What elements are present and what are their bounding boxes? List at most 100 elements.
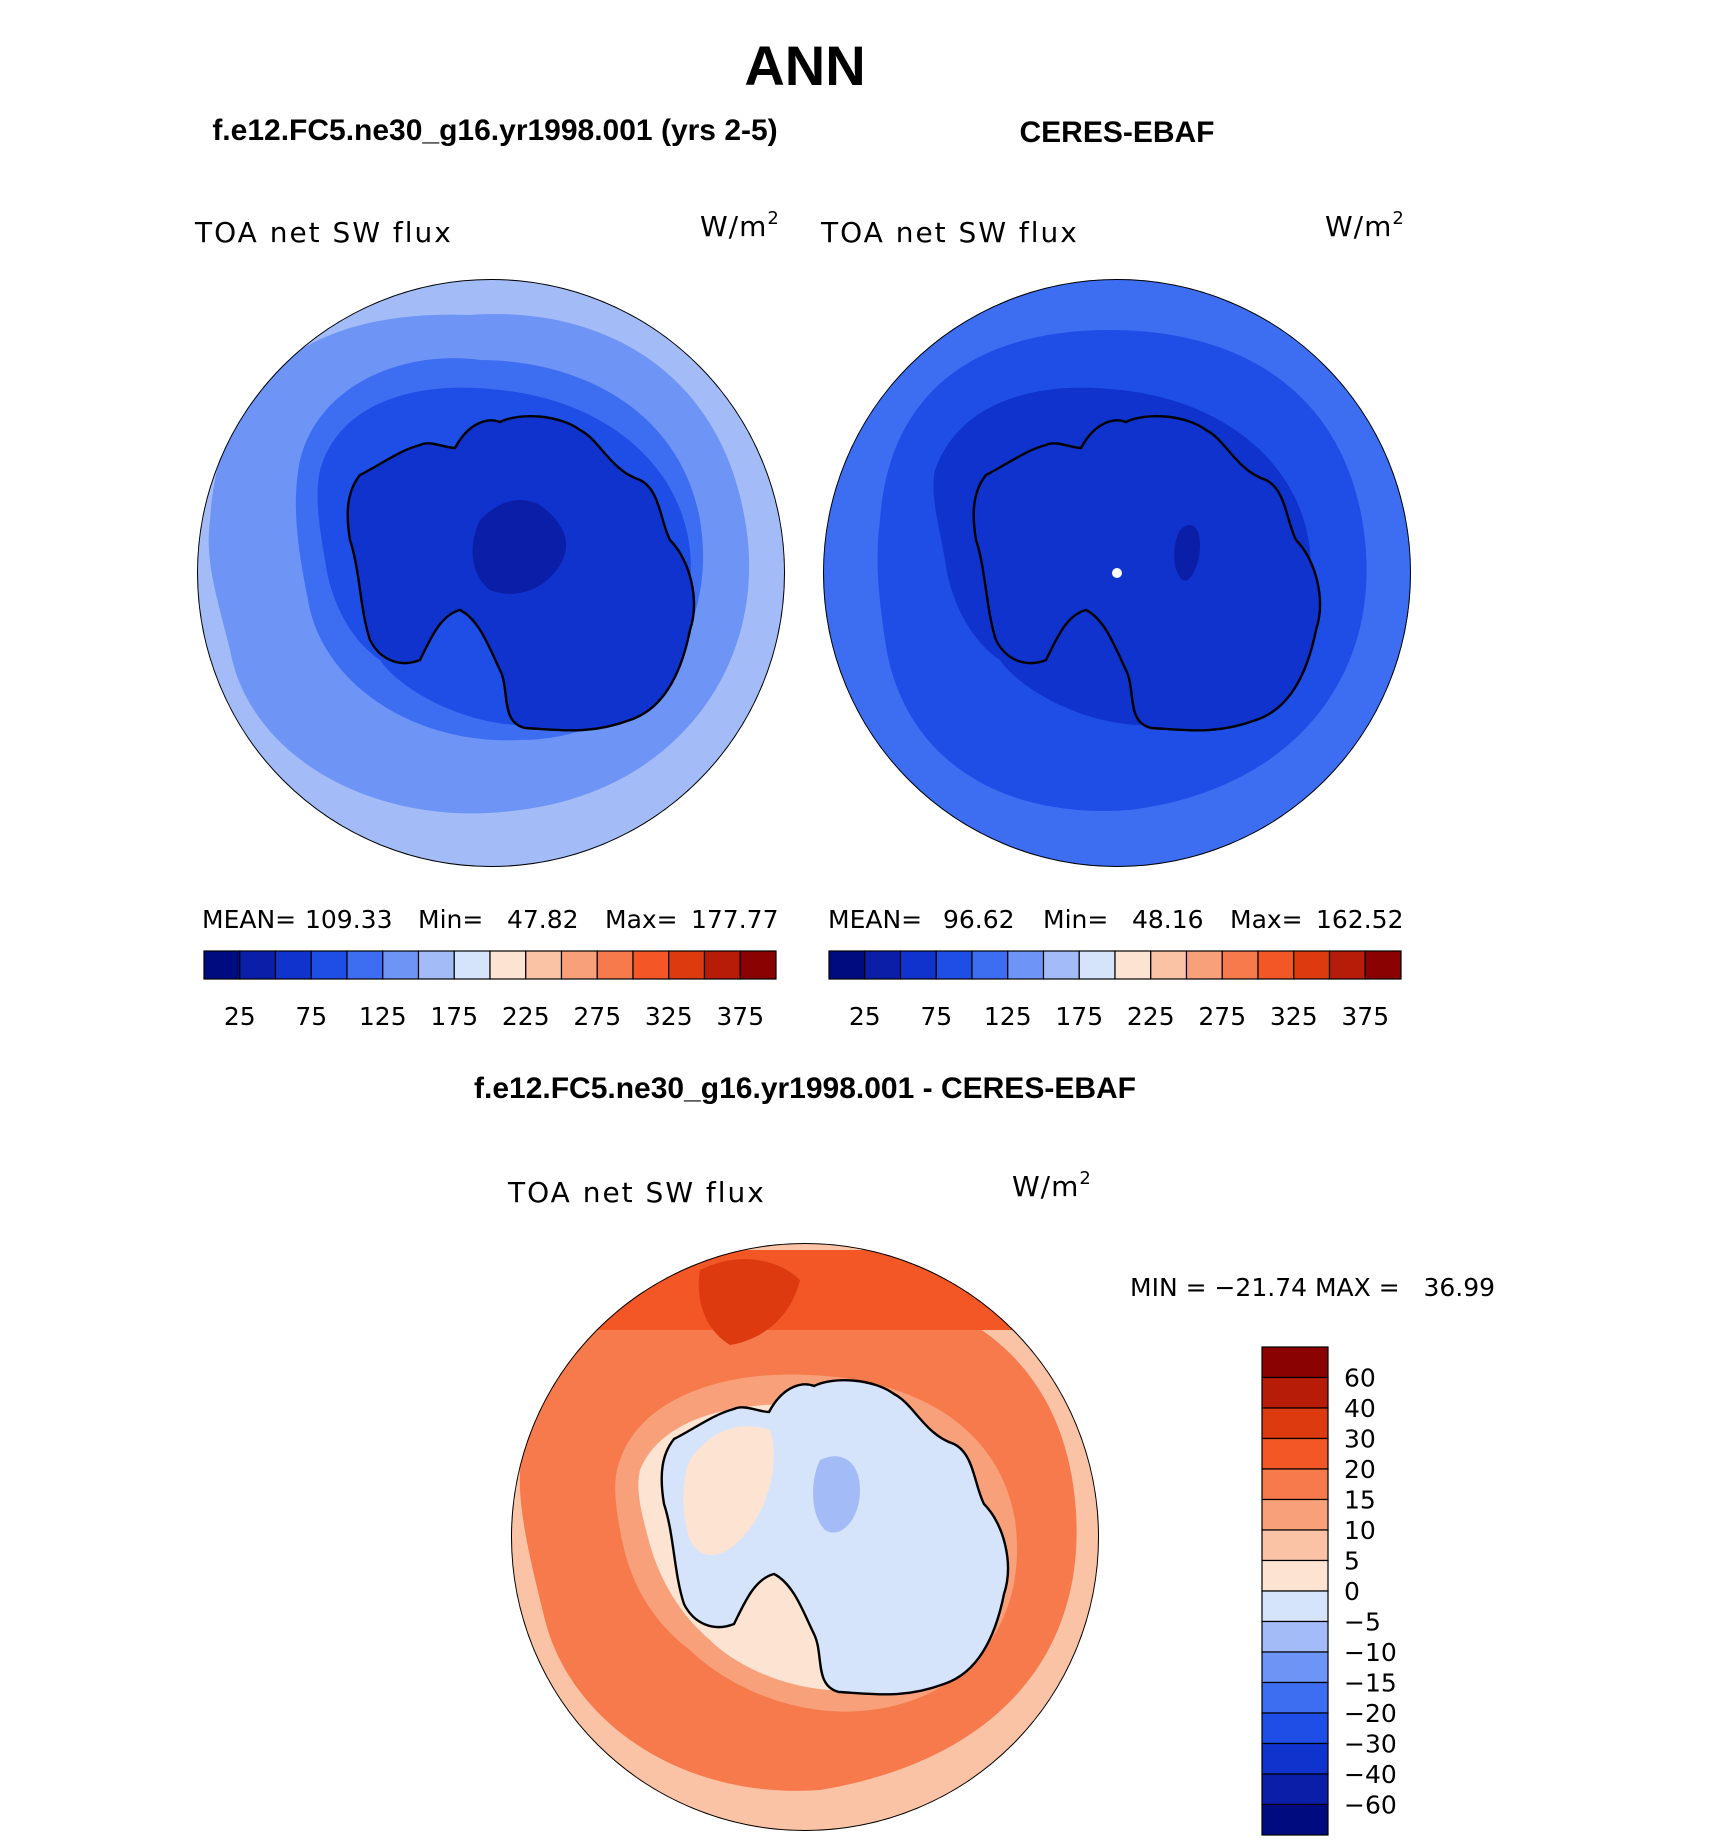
colorbar-tick-label: −30 [1344, 1730, 1397, 1759]
panel-model-stats: MEAN= 109.33 Min= 47.82 Max= 177.77 [202, 905, 778, 934]
colorbar-swatch [560, 950, 598, 980]
obs-max-value: 162.52 [1316, 905, 1403, 934]
panel-model-header: f.e12.FC5.ne30_g16.yr1998.001 (yrs 2-5) [212, 114, 777, 147]
colorbar-swatch [1261, 1407, 1329, 1440]
model-map [197, 279, 785, 867]
diff-minmax: MIN = −21.74 MAX = 36.99 [1130, 1273, 1495, 1302]
colorbar-swatch [1293, 950, 1331, 980]
colorbar-swatch [310, 950, 348, 980]
colorbar-swatch [1261, 1773, 1329, 1806]
colorbar-tick-label: 125 [359, 1002, 407, 1031]
colorbar-tick-label: 275 [1198, 1002, 1246, 1031]
colorbar-swatch [1261, 1376, 1329, 1409]
colorbar-tick-label: 75 [295, 1002, 327, 1031]
colorbar-swatch [864, 950, 902, 980]
colorbar-swatch [1185, 950, 1223, 980]
colorbar-swatch [1261, 1651, 1329, 1684]
colorbar-tick-label: 125 [984, 1002, 1032, 1031]
panel-model-units: W/m2 [700, 208, 780, 243]
colorbar-tick-label: 0 [1344, 1577, 1360, 1606]
colorbar-swatch [346, 950, 384, 980]
panel-diff: f.e12.FC5.ne30_g16.yr1998.001 - CERES-EB… [474, 1072, 1495, 1836]
colorbar-swatch [668, 950, 706, 980]
colorbar-swatch [1261, 1437, 1329, 1470]
panel-diff-variable: TOA net SW flux [507, 1176, 766, 1209]
panel-diff-units: W/m2 [1012, 1168, 1092, 1203]
diff-max-patch [698, 1259, 800, 1345]
colorbar-swatch [1261, 1620, 1329, 1653]
panel-obs-stats: MEAN= 96.62 Min= 48.16 Max= 162.52 [828, 905, 1403, 934]
colorbar-swatch [525, 950, 563, 980]
colorbar-swatch [1150, 950, 1188, 980]
panel-model-variable: TOA net SW flux [194, 216, 453, 249]
colorbar-tick-label: 40 [1344, 1394, 1376, 1423]
colorbar-tick-label: −5 [1344, 1608, 1381, 1637]
model-interior-min [472, 500, 567, 594]
obs-interior-min [1174, 525, 1200, 581]
model-min-label: Min= [418, 905, 483, 934]
colorbar-tick-label: 175 [430, 1002, 478, 1031]
model-colorbar: 25 75 125 175 225 275 325 375 [203, 950, 777, 1031]
colorbar-tick-label: 225 [502, 1002, 550, 1031]
colorbar-swatch [1328, 950, 1366, 980]
colorbar-swatch [382, 950, 420, 980]
colorbar-tick-label: 10 [1344, 1516, 1376, 1545]
model-mean-value: 109.33 [305, 905, 392, 934]
colorbar-swatch [1261, 1559, 1329, 1592]
panel-obs-variable: TOA net SW flux [820, 216, 1079, 249]
colorbar-swatch [1261, 1529, 1329, 1562]
colorbar-swatch [239, 950, 277, 980]
colorbar-swatch [1078, 950, 1116, 980]
obs-mean-label: MEAN= [828, 905, 922, 934]
colorbar-tick-label: 20 [1344, 1455, 1376, 1484]
obs-pole-dot [1112, 568, 1122, 578]
colorbar-swatch [1007, 950, 1045, 980]
page-title: ANN [744, 34, 865, 97]
panel-obs-header: CERES-EBAF [1019, 116, 1214, 149]
obs-antarctica [972, 414, 1322, 732]
colorbar-tick-label: −20 [1344, 1699, 1397, 1728]
obs-map [823, 279, 1411, 867]
obs-colorbar: 25 75 125 175 225 275 325 375 [828, 950, 1402, 1031]
colorbar-tick-label: 30 [1344, 1425, 1376, 1454]
colorbar-swatch [828, 950, 866, 980]
colorbar-tick-label: 375 [1341, 1002, 1389, 1031]
colorbar-tick-label: 75 [920, 1002, 952, 1031]
obs-min-value: 48.16 [1132, 905, 1204, 934]
colorbar-swatch [1261, 1590, 1329, 1623]
panel-model: f.e12.FC5.ne30_g16.yr1998.001 (yrs 2-5) … [194, 114, 785, 1031]
colorbar-swatch [453, 950, 491, 980]
colorbar-tick-label: 25 [849, 1002, 881, 1031]
panel-obs: CERES-EBAF TOA net SW flux W/m2 MEAN= 96… [820, 116, 1411, 1031]
model-max-value: 177.77 [691, 905, 778, 934]
model-mean-label: MEAN= [202, 905, 296, 934]
colorbar-swatch [1261, 1681, 1329, 1714]
model-max-label: Max= [605, 905, 678, 934]
colorbar-tick-label: 225 [1127, 1002, 1175, 1031]
colorbar-swatch [703, 950, 741, 980]
colorbar-tick-label: 325 [1270, 1002, 1318, 1031]
colorbar-swatch [1114, 950, 1152, 980]
colorbar-swatch [739, 950, 777, 980]
colorbar-tick-label: −60 [1344, 1791, 1397, 1820]
colorbar-tick-label: 325 [645, 1002, 693, 1031]
colorbar-tick-label: 275 [573, 1002, 621, 1031]
diff-land-positive [683, 1426, 774, 1555]
colorbar-swatch [1261, 1803, 1329, 1836]
colorbar-swatch [596, 950, 634, 980]
colorbar-swatch [1261, 1468, 1329, 1501]
colorbar-swatch [1042, 950, 1080, 980]
colorbar-swatch [935, 950, 973, 980]
colorbar-tick-label: 25 [224, 1002, 256, 1031]
colorbar-swatch [1261, 1498, 1329, 1531]
colorbar-tick-label: −15 [1344, 1669, 1397, 1698]
diff-map [511, 1243, 1099, 1831]
colorbar-tick-label: −40 [1344, 1760, 1397, 1789]
obs-max-label: Max= [1230, 905, 1303, 934]
colorbar-tick-label: 5 [1344, 1547, 1360, 1576]
colorbar-swatch [1261, 1712, 1329, 1745]
colorbar-swatch [899, 950, 937, 980]
panel-obs-units: W/m2 [1325, 208, 1405, 243]
